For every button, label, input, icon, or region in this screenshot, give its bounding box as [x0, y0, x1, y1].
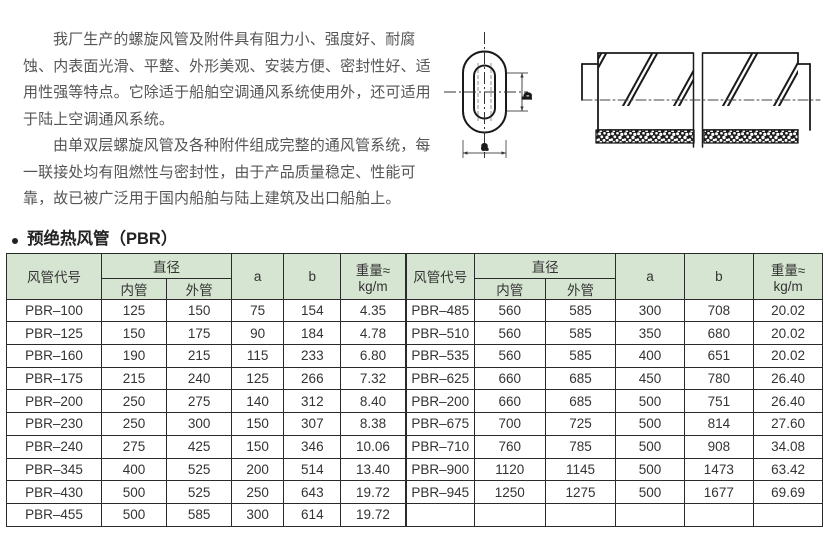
svg-text:b: b: [520, 92, 534, 99]
svg-text:a: a: [481, 141, 488, 153]
